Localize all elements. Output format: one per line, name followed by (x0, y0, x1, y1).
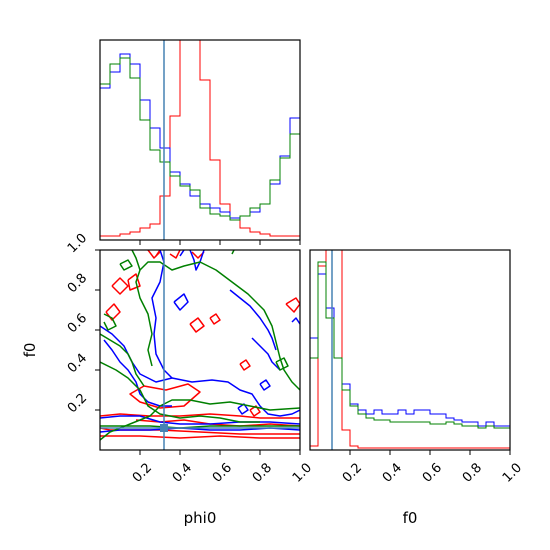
hist-f0-frame (309, 249, 511, 451)
contour-red-10 (239, 359, 251, 371)
contour-green-36 (119, 259, 133, 271)
phi0-xticklabel-2: 0.6 (210, 460, 235, 485)
contour-red-8 (189, 317, 205, 333)
contour-data (100, 250, 300, 441)
contour-blue-29 (291, 317, 300, 325)
contour-green-37 (103, 313, 117, 331)
contour-blue-21 (173, 293, 189, 311)
contour-blue-20 (151, 250, 173, 379)
contour-green-34 (135, 261, 300, 391)
contour-red-6 (127, 273, 141, 291)
phi0-xticklabel-0: 0.2 (130, 460, 155, 485)
contour-red-14 (169, 250, 181, 259)
truth-marker (160, 424, 168, 432)
contour-blue-26 (237, 403, 249, 415)
f0-xticklabel-4: 1.0 (500, 460, 525, 485)
contour-green-35 (131, 250, 141, 271)
contour-red-4 (129, 383, 201, 409)
contour-blue-27 (179, 250, 185, 257)
contour-red-13 (147, 250, 161, 259)
contour-blue-24 (103, 339, 172, 407)
hist-f0-green-series (310, 261, 510, 450)
contour-red-5 (111, 277, 129, 295)
f0-yticklabel-2: 0.6 (65, 311, 90, 336)
contour-green-31 (100, 399, 300, 441)
hist-f0-data (310, 250, 510, 450)
contour-blue-22 (229, 289, 277, 351)
hist-phi0-data (100, 40, 300, 240)
contour-green-32 (100, 361, 260, 423)
xlabel-phi0: phi0 (184, 509, 217, 527)
hist-f0-panel: 0.2 0.4 0.6 0.8 1.0 (309, 249, 525, 486)
f0-xticklabel-2: 0.6 (420, 460, 445, 485)
contour-red-11 (285, 297, 300, 313)
f0-yticklabel-0: 0.2 (65, 391, 90, 416)
hist-f0-blue-series (310, 273, 510, 450)
contour-red-1 (100, 413, 300, 419)
ylabel-f0: f0 (21, 343, 39, 358)
contour-green-39 (275, 357, 289, 371)
hist-phi0-green-series (100, 57, 300, 240)
f0-yticklabel-3: 0.8 (65, 271, 90, 296)
contour-red-2 (100, 435, 300, 439)
phi0-f0-contour-panel: 0.2 0.4 0.6 0.8 1.0 0.2 0.4 0.6 0.8 1.0 (65, 231, 315, 486)
f0-xticklabel-1: 0.4 (380, 460, 405, 485)
contour-frame (99, 249, 301, 451)
hist-f0-red-series (310, 250, 510, 450)
f0-xticklabel-0: 0.2 (340, 460, 365, 485)
contour-red-9 (209, 313, 221, 325)
hist-phi0-panel (99, 39, 301, 245)
hist-phi0-blue-series (100, 53, 300, 240)
phi0-xticklabel-4: 1.0 (290, 460, 315, 485)
f0-yticklabel-4: 1.0 (65, 231, 90, 256)
f0-yticklabel-1: 0.4 (65, 351, 90, 376)
axis-labels: phi0 f0 f0 (21, 343, 417, 527)
contour-green-38 (231, 250, 235, 255)
contour-green-33 (100, 333, 145, 387)
contour-blue-23 (251, 337, 281, 371)
xlabel-f0: f0 (403, 509, 418, 527)
f0-xticklabel-3: 0.8 (460, 460, 485, 485)
contour-blue-28 (189, 250, 205, 271)
hist-phi0-frame (99, 39, 301, 241)
contour-blue-25 (259, 379, 271, 391)
contour-red-7 (105, 303, 121, 321)
phi0-xticklabel-1: 0.4 (170, 460, 195, 485)
phi0-xticklabel-3: 0.8 (250, 460, 275, 485)
hist-phi0-red-series (100, 40, 300, 240)
